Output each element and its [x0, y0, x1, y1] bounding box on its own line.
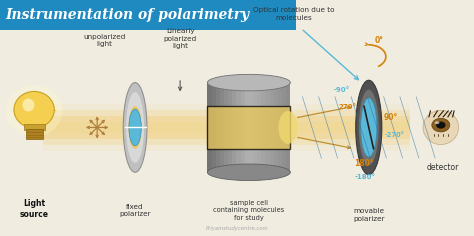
FancyBboxPatch shape: [245, 83, 249, 172]
Text: 180°: 180°: [354, 159, 374, 168]
Text: -180°: -180°: [355, 174, 375, 181]
FancyBboxPatch shape: [211, 83, 216, 172]
Ellipse shape: [432, 118, 450, 132]
FancyBboxPatch shape: [228, 83, 232, 172]
Ellipse shape: [14, 91, 55, 128]
Text: Linearly
polarized
light: Linearly polarized light: [164, 28, 197, 49]
Text: Priyamstudycentre.com: Priyamstudycentre.com: [206, 226, 268, 231]
Text: Optical rotation due to
molecules: Optical rotation due to molecules: [253, 7, 335, 21]
Text: Instrumentation of polarimetry: Instrumentation of polarimetry: [6, 8, 250, 22]
Ellipse shape: [123, 83, 147, 172]
Ellipse shape: [208, 74, 290, 91]
FancyBboxPatch shape: [224, 83, 228, 172]
Ellipse shape: [435, 121, 439, 124]
FancyBboxPatch shape: [257, 83, 261, 172]
Text: -270°: -270°: [385, 132, 405, 138]
Ellipse shape: [6, 85, 63, 137]
FancyBboxPatch shape: [278, 83, 282, 172]
Ellipse shape: [126, 92, 144, 163]
FancyBboxPatch shape: [261, 83, 265, 172]
FancyBboxPatch shape: [249, 83, 253, 172]
FancyBboxPatch shape: [24, 124, 45, 130]
FancyBboxPatch shape: [232, 83, 237, 172]
Ellipse shape: [356, 80, 382, 175]
FancyBboxPatch shape: [207, 83, 211, 172]
Ellipse shape: [423, 110, 459, 144]
FancyBboxPatch shape: [274, 83, 278, 172]
Ellipse shape: [279, 111, 298, 144]
Text: Light
source: Light source: [19, 199, 49, 219]
Text: unpolarized
light: unpolarized light: [83, 34, 126, 47]
Ellipse shape: [436, 122, 446, 129]
FancyBboxPatch shape: [240, 83, 245, 172]
FancyBboxPatch shape: [216, 83, 220, 172]
FancyBboxPatch shape: [282, 83, 286, 172]
Text: fixed
polarizer: fixed polarizer: [119, 204, 151, 217]
FancyBboxPatch shape: [237, 83, 240, 172]
Text: 270°: 270°: [338, 104, 356, 110]
Ellipse shape: [129, 109, 141, 146]
Ellipse shape: [208, 164, 290, 181]
Ellipse shape: [361, 98, 377, 157]
FancyBboxPatch shape: [43, 110, 410, 145]
Text: 90°: 90°: [384, 114, 398, 122]
FancyBboxPatch shape: [270, 83, 274, 172]
FancyBboxPatch shape: [207, 106, 290, 149]
FancyBboxPatch shape: [253, 83, 257, 172]
Text: -90°: -90°: [333, 87, 349, 93]
FancyBboxPatch shape: [26, 129, 43, 139]
Ellipse shape: [23, 98, 35, 111]
FancyBboxPatch shape: [43, 104, 410, 151]
Text: 0°: 0°: [375, 36, 383, 45]
Text: movable
polarizer: movable polarizer: [353, 208, 384, 222]
FancyBboxPatch shape: [265, 83, 270, 172]
Text: detector: detector: [427, 163, 459, 172]
FancyBboxPatch shape: [286, 83, 290, 172]
Text: sample cell
containing molecules
for study: sample cell containing molecules for stu…: [213, 200, 284, 221]
Ellipse shape: [128, 106, 142, 149]
FancyBboxPatch shape: [0, 0, 296, 30]
FancyBboxPatch shape: [220, 83, 224, 172]
Ellipse shape: [359, 90, 379, 165]
FancyBboxPatch shape: [43, 122, 410, 133]
FancyBboxPatch shape: [43, 116, 410, 139]
